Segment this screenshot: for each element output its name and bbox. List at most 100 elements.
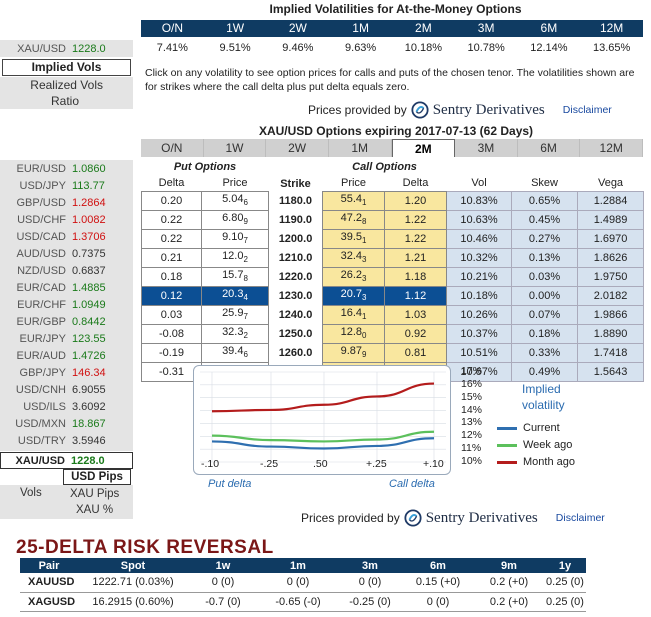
strike-cell-text: 1240.0	[278, 308, 313, 321]
put-price-cell[interactable]: 6.809	[200, 209, 270, 230]
provider-top: Prices provided by Sentry Derivatives Di…	[308, 101, 612, 119]
call-price-cell[interactable]: 26.23	[322, 266, 386, 287]
xau-pct-option[interactable]: XAU %	[76, 504, 114, 516]
pair-value: 3.5946	[72, 434, 106, 447]
tenor-tab[interactable]: 2W	[266, 139, 329, 157]
tenor-vol[interactable]: 9.63%	[345, 42, 377, 54]
tenor-vol[interactable]: 13.65%	[592, 42, 631, 54]
call-price-cell-subdigit: 3	[362, 293, 367, 303]
rr-value: 0 (0)	[402, 592, 474, 612]
tenor-tab[interactable]: 12M	[580, 139, 643, 157]
put-price-cell[interactable]: 39.46	[200, 342, 270, 363]
pair-symbol: USD/CAD	[16, 230, 66, 243]
pair-symbol: USD/TRY	[17, 434, 66, 447]
pair-row[interactable]: USD/ILS 3.6092	[0, 398, 133, 415]
put-delta-cell-text: 0.03	[160, 308, 183, 321]
pair-value: 1.3706	[72, 230, 106, 243]
strike-cell: 1210.0	[269, 248, 323, 267]
vega-cell: 1.5643	[577, 361, 645, 382]
tenor-vol[interactable]: 12.14%	[530, 42, 568, 54]
call-price-cell[interactable]: 32.43	[322, 247, 386, 268]
call-delta-cell-text: 1.22	[404, 213, 427, 226]
rr-value: -0.7 (0)	[188, 592, 258, 612]
tenor-tab[interactable]: O/N	[141, 139, 204, 157]
strike-cell: 1250.0	[269, 324, 323, 343]
vol-smile-plot	[200, 371, 446, 463]
put-price-cell[interactable]: 5.046	[200, 190, 270, 211]
usd-pips-button[interactable]: USD Pips	[63, 469, 131, 485]
put-price-cell[interactable]: 12.02	[200, 247, 270, 268]
put-price-cell[interactable]: 25.97	[200, 304, 270, 325]
pair-row[interactable]: USD/TRY 3.5946	[0, 432, 133, 449]
pair-row[interactable]: EUR/JPY 123.55	[0, 330, 133, 347]
pair-value: 0.8442	[72, 315, 106, 328]
tenor-vol[interactable]: 7.41%	[156, 42, 188, 54]
tenor-tab[interactable]: 1W	[204, 139, 267, 157]
pair-row[interactable]: GBP/USD 1.2864	[0, 194, 133, 211]
put-price-cell-subdigit: 2	[243, 255, 248, 265]
implied-vol-title: Implied Volatilities for At-the-Money Op…	[269, 2, 522, 16]
skew-cell-text: 0.00%	[528, 289, 561, 302]
tenor-tab[interactable]: 2M	[391, 139, 456, 157]
call-price-cell-subdigit: 1	[362, 236, 367, 246]
pair-row[interactable]: EUR/CAD 1.4885	[0, 279, 133, 296]
put-price-cell[interactable]: 20.34	[200, 285, 270, 306]
disclaimer-link-bottom[interactable]: Disclaimer	[555, 512, 605, 524]
put-delta-cell-text: 0.18	[160, 270, 183, 283]
call-price-cell[interactable]: 9.879	[322, 342, 386, 363]
rr-col-header: 1y	[544, 558, 586, 573]
put-delta-cell: -0.31	[141, 361, 202, 382]
put-price-cell[interactable]: 32.32	[200, 323, 270, 344]
pair-row[interactable]: AUD/USD 0.7375	[0, 245, 133, 262]
menu-implied-vols[interactable]: Implied Vols	[2, 59, 131, 76]
tenor-tab[interactable]: 3M	[455, 139, 518, 157]
pair-row[interactable]: USD/MXN 18.867	[0, 415, 133, 432]
call-price-cell[interactable]: 55.41	[322, 190, 386, 211]
pair-row[interactable]: EUR/AUD 1.4726	[0, 347, 133, 364]
skew-cell: 0.00%	[511, 285, 579, 306]
tenor-vol[interactable]: 9.51%	[219, 42, 251, 54]
call-price-cell[interactable]: 39.51	[322, 228, 386, 249]
pair-row[interactable]: USD/CAD 1.3706	[0, 228, 133, 245]
pair-row[interactable]: EUR/CHF 1.0949	[0, 296, 133, 313]
options-table: Put Options Call Options Delta Price Str…	[141, 157, 645, 382]
tenor-vol[interactable]: 9.46%	[282, 42, 314, 54]
menu-realized-vols[interactable]: Realized Vols	[0, 77, 133, 93]
vol-cell: 10.37%	[446, 323, 513, 344]
tenor-tab[interactable]: 1M	[329, 139, 392, 157]
put-options-group: Put Options	[173, 160, 237, 173]
brand-name-bottom: Sentry Derivatives	[425, 509, 538, 526]
call-price-cell[interactable]: 47.28	[322, 209, 386, 230]
call-price-cell[interactable]: 20.73	[322, 285, 386, 306]
pair-row[interactable]: USD/CHF 1.0082	[0, 211, 133, 228]
tenor-vol[interactable]: 10.18%	[404, 42, 443, 54]
pair-symbol: USD/JPY	[19, 179, 66, 192]
pair-row[interactable]: EUR/USD 1.0860	[0, 160, 133, 177]
put-delta-cell: 0.22	[141, 228, 202, 249]
vega-cell-text: 2.0182	[593, 289, 628, 302]
pair-row[interactable]: GBP/JPY 146.34	[0, 364, 133, 381]
rr-value: 0.2 (+0)	[474, 592, 544, 612]
call-price-cell[interactable]: 16.41	[322, 304, 386, 325]
put-price-cell[interactable]: 9.107	[200, 228, 270, 249]
tenor-vol[interactable]: 10.78%	[467, 42, 505, 54]
pair-row[interactable]: EUR/GBP 0.8442	[0, 313, 133, 330]
menu-ratio[interactable]: Ratio	[0, 93, 133, 109]
vega-cell-text: 1.7418	[593, 346, 628, 359]
put-price-cell[interactable]: 15.78	[200, 266, 270, 287]
strike-cell-text: 1230.0	[278, 289, 313, 302]
tenor-tab[interactable]: 6M	[518, 139, 581, 157]
call-price-cell[interactable]: 12.80	[322, 323, 386, 344]
disclaimer-link-top[interactable]: Disclaimer	[562, 104, 612, 116]
tenor-header-row: O/N 1W 2W 1M 2M 3M 6M 12M	[141, 20, 643, 37]
put-price-cell-text: 5.04	[222, 193, 244, 206]
pair-row[interactable]: USD/CNH 6.9055	[0, 381, 133, 398]
call-price-cell-subdigit: 3	[362, 255, 367, 265]
xau-pips-option[interactable]: XAU Pips	[70, 488, 120, 500]
pair-symbol: NZD/USD	[17, 264, 66, 277]
pair-row[interactable]: NZD/USD 0.6837	[0, 262, 133, 279]
tenor-header: 1W	[226, 21, 245, 35]
selected-pair[interactable]: XAU/USD 1228.0	[0, 452, 133, 469]
put-price-cell-text: 20.3	[222, 288, 244, 301]
pair-row[interactable]: USD/JPY 113.77	[0, 177, 133, 194]
